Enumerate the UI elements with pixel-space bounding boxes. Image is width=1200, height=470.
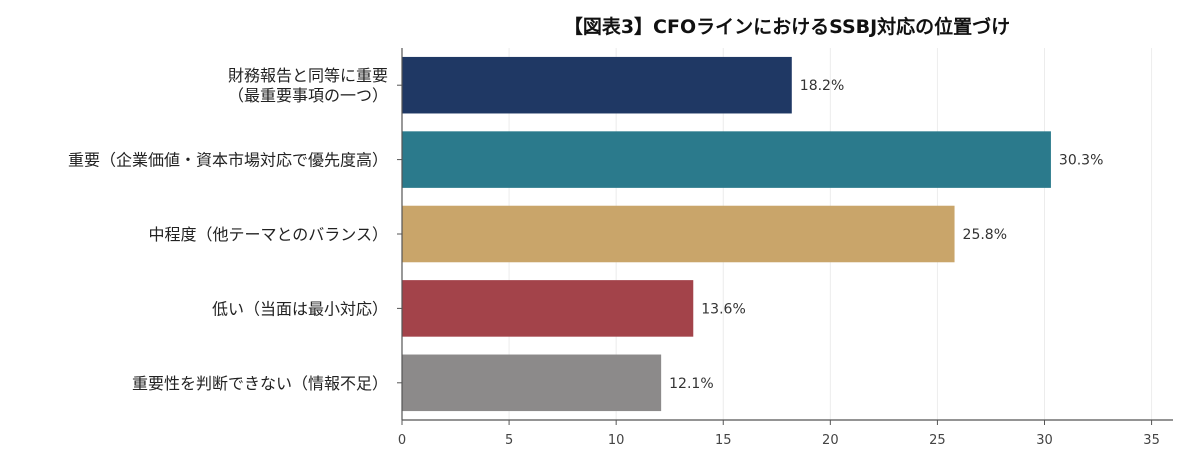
axes [397,48,1173,425]
data-label-2: 25.8% [963,227,1007,243]
category-label-2: 中程度（他テーマとのバランス） [148,225,388,244]
x-tick-label-30: 30 [1036,433,1053,448]
category-label-0: 財務報告と同等に重要（最重要事項の一つ） [228,66,388,105]
bar-3 [402,280,694,337]
category-label-line: 重要性を判断できない（情報不足） [132,374,388,393]
bar-4 [402,354,662,412]
chart-title: 【図表3】CFOラインにおけるSSBJ対応の位置づけ [563,16,1011,38]
data-label-0: 18.2% [800,78,844,94]
bars [402,56,1051,412]
labels: 18.2% 財務報告と同等に重要（最重要事項の一つ） 30.3% 重要（企業価値・資本… [68,66,1160,448]
category-label-line: 中程度（他テーマとのバランス） [148,225,388,244]
x-tick-label-0: 0 [398,433,406,448]
x-tick-label-5: 5 [505,433,513,448]
category-label-line: 低い（当面は最小対応） [212,299,388,318]
category-label-line: （最重要事項の一つ） [228,86,388,105]
bar-0 [402,56,792,114]
x-tick-label-20: 20 [822,433,839,448]
x-tick-label-10: 10 [608,433,625,448]
category-label-line: 財務報告と同等に重要 [228,66,388,85]
category-label-1: 重要（企業価値・資本市場対応で優先度高） [68,151,388,170]
x-tick-label-15: 15 [715,433,732,448]
data-label-1: 30.3% [1059,153,1103,169]
bar-1 [402,131,1051,188]
category-label-3: 低い（当面は最小対応） [212,299,388,318]
x-tick-label-35: 35 [1143,433,1160,448]
category-label-4: 重要性を判断できない（情報不足） [132,374,388,393]
x-tick-label-25: 25 [929,433,946,448]
category-label-line: 重要（企業価値・資本市場対応で優先度高） [68,151,388,170]
data-label-4: 12.1% [669,376,713,392]
data-label-3: 13.6% [701,301,745,317]
bar-2 [402,205,955,263]
